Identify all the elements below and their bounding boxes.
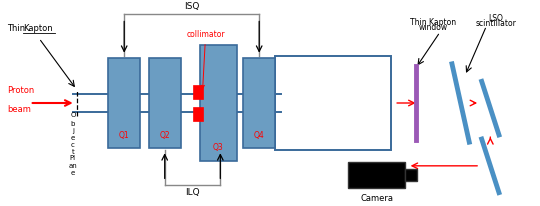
Text: Q4: Q4 [254, 131, 265, 140]
Text: Proton: Proton [7, 86, 34, 95]
Text: an: an [69, 163, 77, 169]
Text: Thin Kapton: Thin Kapton [410, 18, 456, 27]
Bar [193, 85, 202, 99]
Text: Kapton: Kapton [23, 24, 52, 33]
Bar [243, 58, 275, 148]
Bar [108, 58, 140, 148]
Text: Q3: Q3 [213, 143, 224, 152]
Bar [405, 169, 417, 181]
Text: e: e [71, 135, 75, 141]
Bar [275, 56, 391, 150]
Text: Thin: Thin [7, 24, 28, 33]
Text: LSO: LSO [488, 14, 503, 23]
Text: O: O [70, 112, 76, 118]
Text: t: t [71, 149, 75, 154]
Text: collimator: collimator [186, 30, 225, 88]
Bar [348, 162, 405, 188]
Bar [200, 45, 237, 161]
Text: b: b [71, 121, 75, 126]
Text: ISQ: ISQ [184, 2, 199, 11]
Text: Q2: Q2 [159, 131, 170, 140]
Text: ILQ: ILQ [185, 188, 200, 198]
Text: c: c [71, 142, 75, 148]
Text: j: j [72, 128, 74, 134]
Text: scintillator: scintillator [475, 19, 516, 28]
Text: e: e [71, 170, 75, 176]
Text: Pl: Pl [70, 155, 76, 161]
Bar [148, 58, 181, 148]
Text: window: window [418, 23, 448, 32]
Text: Camera: Camera [360, 194, 393, 203]
Bar [193, 107, 202, 121]
Text: Q1: Q1 [119, 131, 130, 140]
Text: beam: beam [7, 105, 31, 114]
